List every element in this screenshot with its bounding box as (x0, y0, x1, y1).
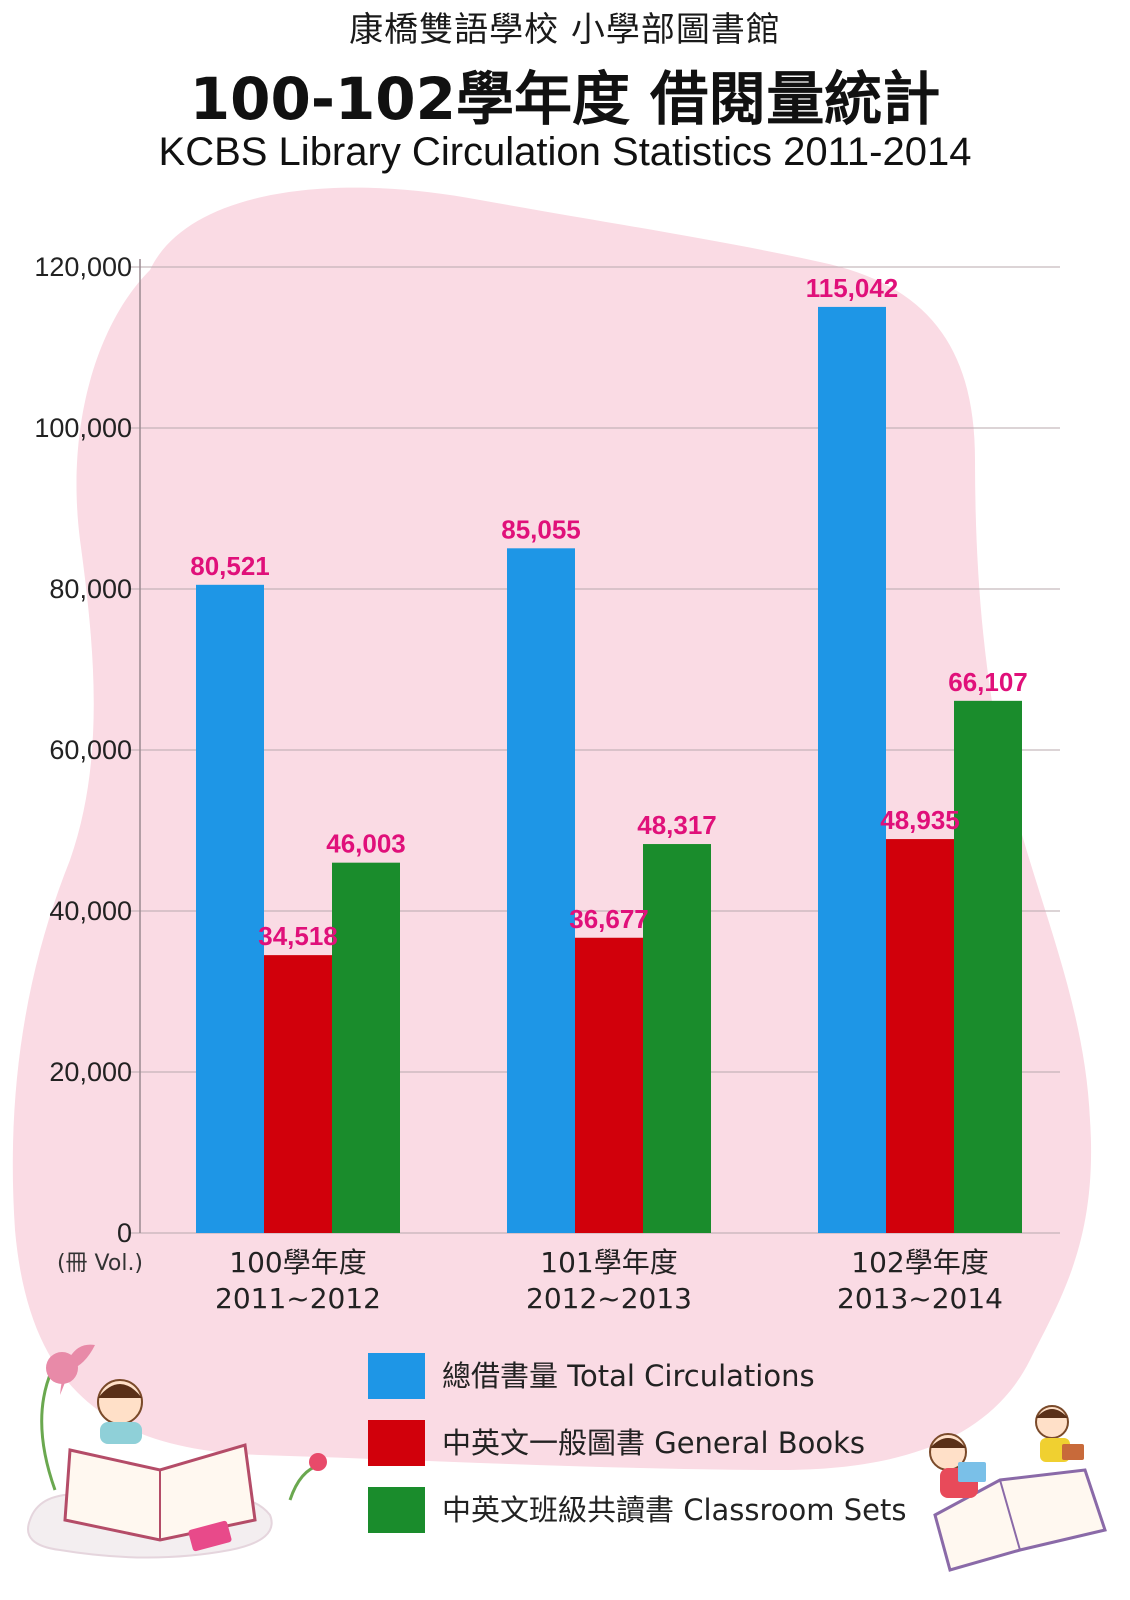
y-tick-label: 0 (117, 1218, 132, 1248)
bar (332, 862, 400, 1233)
y-tick-label: 20,000 (49, 1057, 132, 1087)
y-tick-label: 120,000 (34, 252, 132, 282)
bar (954, 700, 1022, 1233)
reading-children-illustration-right (929, 1405, 1107, 1572)
x-category-label: 101學年度 (540, 1246, 677, 1279)
legend: 總借書量 Total Circulations 中英文一般圖書 General B… (368, 1353, 906, 1533)
bar (575, 937, 643, 1233)
bar (264, 955, 332, 1233)
data-label: 34,518 (258, 921, 338, 951)
x-category-label: 102學年度 (851, 1246, 988, 1279)
data-label: 85,055 (501, 514, 581, 544)
legend-label: 中英文一般圖書 General Books (442, 1426, 865, 1460)
legend-swatch (368, 1487, 425, 1533)
bar (507, 548, 575, 1233)
data-label: 80,521 (190, 551, 270, 581)
x-category-label: 100學年度 (229, 1246, 366, 1279)
bars (196, 306, 1022, 1234)
bar (818, 306, 886, 1234)
x-category-sublabel: 2011~2012 (215, 1282, 381, 1315)
data-label: 115,042 (806, 273, 899, 303)
y-tick-label: 80,000 (49, 574, 132, 604)
chart-subtitle: KCBS Library Circulation Statistics 2011… (158, 130, 972, 174)
bar (886, 839, 954, 1233)
legend-swatch (368, 1420, 425, 1466)
legend-label: 中英文班級共讀書 Classroom Sets (442, 1493, 906, 1527)
data-label: 46,003 (326, 829, 406, 859)
bar (196, 584, 264, 1233)
data-label: 66,107 (948, 667, 1028, 697)
bar (643, 844, 711, 1233)
data-label: 48,317 (637, 810, 717, 840)
school-name: 康橋雙語學校 小學部圖書館 (349, 10, 781, 50)
data-label: 48,935 (880, 805, 960, 835)
y-axis-unit-label: (冊 Vol.) (57, 1251, 143, 1276)
reading-girl-illustration-left (27, 1344, 327, 1559)
y-axis: 0 20,000 40,000 60,000 80,000 100,000 120,000 (… (34, 252, 143, 1276)
data-label: 36,677 (569, 904, 649, 934)
chart-title: 100-102學年度 借閱量統計 (189, 65, 941, 133)
x-category-sublabel: 2012~2013 (526, 1282, 692, 1315)
y-tick-label: 40,000 (49, 896, 132, 926)
y-tick-label: 60,000 (49, 735, 132, 765)
x-category-sublabel: 2013~2014 (837, 1282, 1003, 1315)
data-labels: 80,521 34,518 46,003 85,055 36,677 48,317 115,… (190, 273, 1028, 951)
legend-label: 總借書量 Total Circulations (442, 1359, 815, 1393)
legend-swatch (368, 1353, 425, 1399)
y-tick-label: 100,000 (34, 413, 132, 443)
